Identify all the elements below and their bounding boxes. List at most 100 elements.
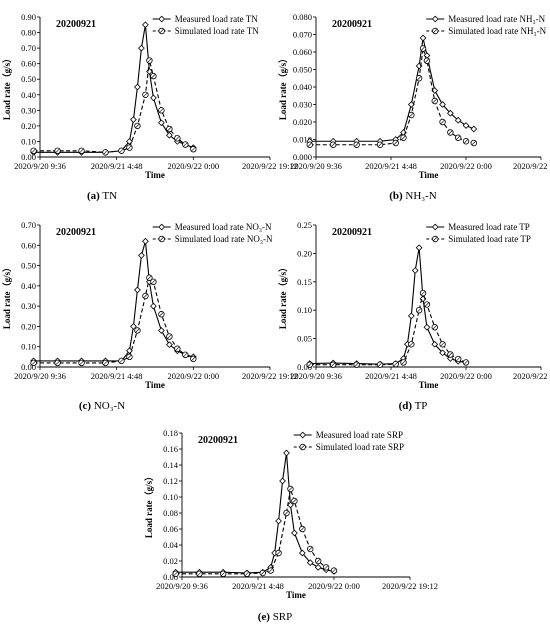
- data-point: [462, 122, 470, 129]
- y-tick-label: 0.20: [21, 321, 36, 331]
- y-tick-label: 0.020: [293, 117, 312, 127]
- data-point: [279, 477, 286, 485]
- data-point-slash: [455, 135, 461, 140]
- y-axis-label: Load rate（g/s）: [278, 263, 288, 329]
- y-tick-label: 0.040: [293, 82, 312, 92]
- legend-entry: Simulated load rate NO₃-N: [175, 234, 273, 244]
- series-simulated: [30, 57, 197, 156]
- data-point: [126, 138, 133, 145]
- legend-entry: Simulated load rate SRP: [316, 442, 404, 452]
- x-axis-label: Time: [145, 380, 165, 390]
- data-point: [407, 312, 415, 320]
- data-point-slash: [455, 356, 461, 362]
- data-point-slash: [300, 526, 305, 532]
- legend-marker: [431, 223, 439, 231]
- legend-entry: Simulated load rate TP: [448, 234, 531, 244]
- x-tick-label: 2020/9/22 0:00: [440, 161, 492, 171]
- y-tick-label: 0.080: [293, 12, 312, 22]
- chart-panel-4: 0.00 0.05 0.10 0.15 0.20 0.25 2020/9/20 9:36 20…: [278, 220, 550, 412]
- x-tick-label: 2020/9/22 0:00: [167, 371, 219, 381]
- y-tick-label: 0.70: [21, 220, 36, 230]
- data-point: [431, 340, 439, 348]
- series-simulated: [172, 485, 338, 577]
- panel-caption: (b) NH₃-N: [389, 190, 437, 202]
- chart-panel-1: 0.00 0.10 0.20 0.30 0.40 0.50 0.60 0.70 0.80 0.90…: [2, 12, 298, 202]
- event-date-label: 20200921: [56, 227, 96, 238]
- y-tick-label: 0.80: [21, 28, 36, 38]
- y-tick-label: 0.60: [21, 59, 36, 69]
- data-point-slash: [432, 325, 437, 330]
- y-tick-label: 0.70: [21, 43, 36, 53]
- legend-entry: Measured load rate TP: [448, 222, 530, 232]
- series-measured: [172, 449, 338, 577]
- data-point: [130, 116, 137, 124]
- data-point-slash: [377, 362, 383, 367]
- x-tick-label: 2020/9/22 19:12: [513, 161, 550, 171]
- data-point-slash: [330, 142, 336, 147]
- data-point-slash: [103, 150, 108, 155]
- y-axis-label: Load rate（g/s）: [144, 472, 154, 538]
- series-line: [309, 291, 467, 366]
- x-tick-label: 2020/9/21 4:48: [91, 161, 143, 171]
- y-tick-label: 0.10: [21, 342, 36, 352]
- x-axis-label: Time: [419, 380, 439, 390]
- data-point-slash: [420, 46, 426, 51]
- x-axis-label: Time: [286, 590, 306, 600]
- series-line: [175, 452, 335, 574]
- x-tick-label: 2020/9/21 4:48: [232, 581, 284, 591]
- data-point-slash: [307, 362, 312, 367]
- x-tick-label: 2020/9/22 0:00: [440, 371, 492, 381]
- data-point-slash: [183, 352, 188, 358]
- panel-caption: (a) TN: [87, 190, 117, 202]
- x-tick-label: 2020/9/22 19:12: [382, 581, 438, 591]
- data-point-slash: [175, 346, 180, 351]
- data-point-slash: [183, 142, 188, 147]
- data-point-slash: [463, 360, 469, 365]
- data-point-slash: [31, 360, 36, 366]
- data-point: [291, 529, 298, 537]
- data-point: [138, 252, 145, 259]
- data-point-slash: [260, 570, 265, 576]
- data-point-slash: [159, 108, 164, 113]
- data-point-slash: [197, 571, 202, 577]
- y-tick-label: 0.60: [21, 240, 36, 250]
- data-point-slash: [424, 58, 430, 63]
- data-point-slash: [244, 571, 250, 577]
- x-tick-label: 2020/9/22 19:12: [513, 371, 550, 381]
- y-tick-label: 0.000: [293, 152, 312, 162]
- data-point-slash: [409, 342, 414, 347]
- y-tick-label: 0.15: [297, 277, 312, 287]
- data-point: [407, 101, 415, 108]
- y-tick-label: 0.04: [163, 540, 179, 550]
- data-point: [275, 517, 282, 525]
- data-point-slash: [308, 546, 313, 552]
- data-point-slash: [471, 140, 477, 146]
- y-tick-label: 0.030: [293, 100, 312, 110]
- y-tick-label: 0.10: [21, 136, 36, 146]
- data-point-slash: [393, 361, 398, 367]
- data-point: [439, 349, 446, 357]
- y-tick-label: 0.50: [21, 261, 36, 271]
- data-point-slash: [331, 568, 337, 573]
- legend-marker: [431, 15, 439, 23]
- data-point: [439, 101, 446, 108]
- data-point: [138, 44, 145, 52]
- data-point-slash: [143, 293, 148, 299]
- data-point-slash: [440, 342, 445, 347]
- event-date-label: 20200921: [56, 19, 96, 30]
- legend-entry: Measured load rate NH₃-N: [448, 14, 545, 24]
- series-line: [175, 488, 335, 575]
- y-tick-label: 0.30: [21, 105, 36, 115]
- legend-entry: Measured load rate NO₃-N: [175, 222, 272, 232]
- data-point-slash: [191, 147, 196, 152]
- y-tick-label: 0.05: [297, 334, 312, 344]
- data-point-slash: [55, 360, 60, 366]
- data-point: [158, 119, 165, 127]
- data-point: [423, 323, 431, 331]
- legend-entry: Simulated load rate NH₃-N: [448, 26, 546, 36]
- y-tick-label: 0.00: [21, 152, 36, 162]
- x-tick-label: 2020/9/21 4:48: [91, 371, 143, 381]
- y-tick-label: 0.40: [21, 90, 36, 100]
- y-tick-label: 0.010: [293, 135, 312, 145]
